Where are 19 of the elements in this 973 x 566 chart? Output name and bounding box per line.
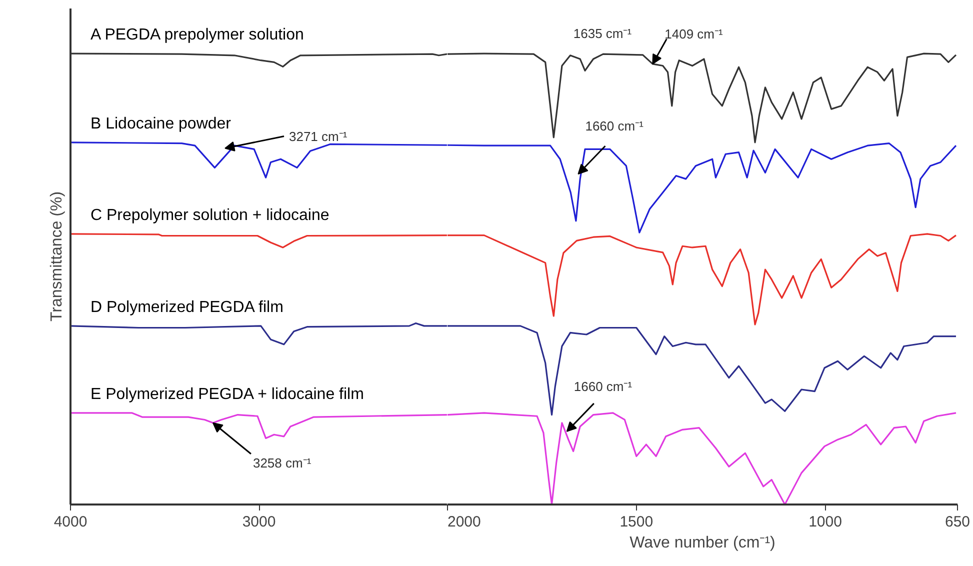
x-tick-label: 3000 [242,514,276,530]
annotation: 1635 cm⁻¹ [573,26,632,42]
series-label: A PEGDA prepolymer solution [90,26,304,44]
x-tick-label: 1000 [808,514,842,530]
y-axis-title: Transmittance (%) [48,191,66,322]
annotation: 1660 cm⁻¹ [585,118,644,134]
series-label: D Polymerized PEGDA film [90,298,284,316]
x-tick-label: 4000 [54,514,88,530]
annotation: 3271 cm⁻¹ [288,128,348,144]
annotation: 1660 cm⁻¹ [574,378,633,394]
x-tick-label: 1500 [620,514,654,530]
series-label: B Lidocaine powder [90,115,232,132]
annotation: 3258 cm⁻¹ [252,455,312,470]
x-axis-title: Wave number (cm⁻¹) [630,534,776,552]
series-label: E Polymerized PEGDA + lidocaine film [90,386,364,403]
annotation: 1409 cm⁻¹ [664,26,724,42]
series-label: C Prepolymer solution + lidocaine [90,206,330,224]
x-tick-label: 2000 [448,514,481,530]
x-tick-label: 650 [944,514,970,530]
